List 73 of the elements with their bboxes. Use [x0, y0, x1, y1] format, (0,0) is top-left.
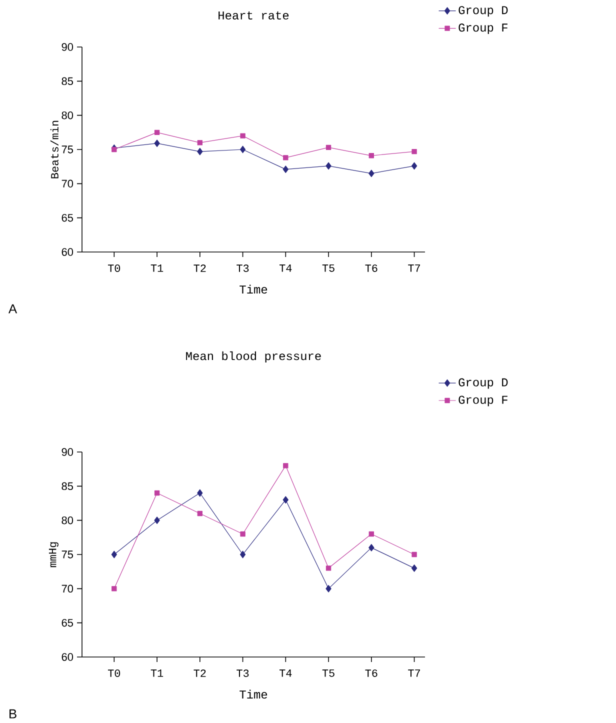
- point: [111, 550, 117, 558]
- y-tick-label: 80: [62, 516, 74, 524]
- y-tick-label: 90: [62, 448, 74, 456]
- point: [326, 144, 332, 150]
- chart-title: Heart rate: [218, 11, 289, 20]
- point: [154, 490, 160, 496]
- point: [368, 544, 374, 552]
- point: [197, 140, 202, 146]
- point: [368, 531, 374, 537]
- legend-label: Group F: [458, 24, 508, 34]
- x-tick-label: T2: [194, 670, 206, 677]
- x-tick-label: T2: [194, 264, 206, 272]
- point: [154, 516, 160, 524]
- point: [112, 586, 117, 592]
- point: [197, 489, 203, 497]
- point: [240, 550, 246, 558]
- point: [283, 155, 288, 160]
- y-tick-label: 70: [62, 584, 74, 593]
- text: B: [10, 709, 16, 718]
- point: [154, 140, 160, 148]
- y-tick-label: 65: [62, 214, 74, 222]
- point: [240, 146, 246, 154]
- point: [411, 162, 418, 170]
- x-tick-label: T6: [365, 670, 378, 677]
- y-tick-label: 65: [62, 618, 74, 627]
- y-tick-label: 85: [62, 482, 74, 490]
- y-tick-label: 60: [62, 248, 74, 256]
- point: [282, 496, 288, 504]
- x-tick-label: T0: [108, 670, 120, 677]
- point: [412, 552, 417, 558]
- point: [412, 148, 417, 154]
- y-tick-label: 70: [62, 180, 74, 188]
- point: [240, 531, 246, 537]
- point: [197, 510, 202, 516]
- x-tick-label: T7: [408, 264, 420, 272]
- x-tick-label: T0: [108, 264, 120, 272]
- x-tick-label: T1: [150, 670, 164, 677]
- point: [368, 153, 374, 158]
- y-tick-label: 75: [62, 146, 74, 154]
- x-tick-label: T5: [322, 670, 334, 677]
- y-axis-title: Beats/min: [50, 120, 58, 178]
- y-axis-title: mmHg: [48, 542, 58, 568]
- point: [411, 564, 418, 572]
- legend-label: Group D: [458, 6, 508, 17]
- x-tick-label: T7: [408, 670, 420, 677]
- x-tick-label: T6: [365, 264, 378, 272]
- point: [240, 133, 246, 138]
- x-axis-title: Time: [240, 284, 268, 294]
- point: [368, 170, 374, 178]
- point: [197, 148, 203, 156]
- legend-label: Group D: [458, 378, 508, 389]
- x-axis-title: Time: [240, 690, 268, 699]
- point: [283, 463, 288, 468]
- y-tick-label: 80: [62, 111, 74, 120]
- chart-title: Mean blood pressure: [186, 351, 321, 363]
- legend-label: Group F: [458, 396, 508, 406]
- y-tick-label: 90: [62, 43, 74, 51]
- point: [112, 146, 117, 152]
- point: [282, 166, 288, 173]
- x-tick-label: T3: [236, 670, 249, 677]
- x-tick-label: T5: [322, 264, 334, 272]
- text: A: [8, 304, 18, 314]
- point: [326, 162, 332, 170]
- x-tick-label: T3: [236, 264, 249, 272]
- x-tick-label: T4: [279, 670, 292, 677]
- x-tick-label: T4: [279, 264, 292, 272]
- point: [326, 566, 332, 571]
- point: [154, 130, 160, 136]
- y-tick-label: 75: [62, 550, 74, 558]
- x-tick-label: T1: [150, 264, 164, 272]
- y-tick-label: 85: [62, 77, 74, 86]
- point: [326, 584, 332, 592]
- y-tick-label: 60: [62, 653, 74, 661]
